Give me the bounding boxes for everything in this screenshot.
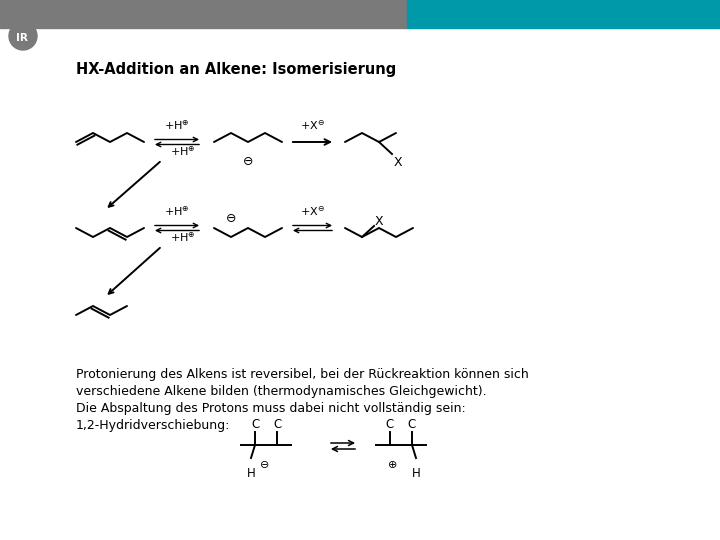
Text: Die Abspaltung des Protons muss dabei nicht vollständig sein:: Die Abspaltung des Protons muss dabei ni… <box>76 402 466 415</box>
Text: H: H <box>247 467 256 480</box>
Text: +H$^{\oplus}$: +H$^{\oplus}$ <box>164 119 190 132</box>
Bar <box>407 0 720 28</box>
Text: +X$^{\ominus}$: +X$^{\ominus}$ <box>300 119 325 132</box>
Circle shape <box>9 22 37 50</box>
Text: ⊕: ⊕ <box>388 460 397 470</box>
Text: C: C <box>273 418 281 431</box>
Text: +H$^{\oplus}$: +H$^{\oplus}$ <box>170 145 196 158</box>
Bar <box>0 0 407 28</box>
Text: +H$^{\oplus}$: +H$^{\oplus}$ <box>164 205 190 218</box>
Text: C: C <box>386 418 394 431</box>
Text: 1,2-Hydridverschiebung:: 1,2-Hydridverschiebung: <box>76 419 230 432</box>
Text: ⊖: ⊖ <box>243 155 253 168</box>
Text: ⊖: ⊖ <box>260 460 269 470</box>
Text: H: H <box>412 467 420 480</box>
Text: +X$^{\ominus}$: +X$^{\ominus}$ <box>300 205 325 218</box>
Text: ⊖: ⊖ <box>226 212 236 225</box>
Text: Protonierung des Alkens ist reversibel, bei der Rückreaktion können sich: Protonierung des Alkens ist reversibel, … <box>76 368 528 381</box>
Text: HX-Addition an Alkene: Isomerisierung: HX-Addition an Alkene: Isomerisierung <box>76 62 396 77</box>
Text: C: C <box>408 418 416 431</box>
Text: verschiedene Alkene bilden (thermodynamisches Gleichgewicht).: verschiedene Alkene bilden (thermodynami… <box>76 385 487 398</box>
Text: +H$^{\oplus}$: +H$^{\oplus}$ <box>170 231 196 244</box>
Text: X: X <box>394 156 402 169</box>
Text: IR: IR <box>16 33 28 43</box>
Text: C: C <box>251 418 259 431</box>
Text: X: X <box>375 215 384 228</box>
